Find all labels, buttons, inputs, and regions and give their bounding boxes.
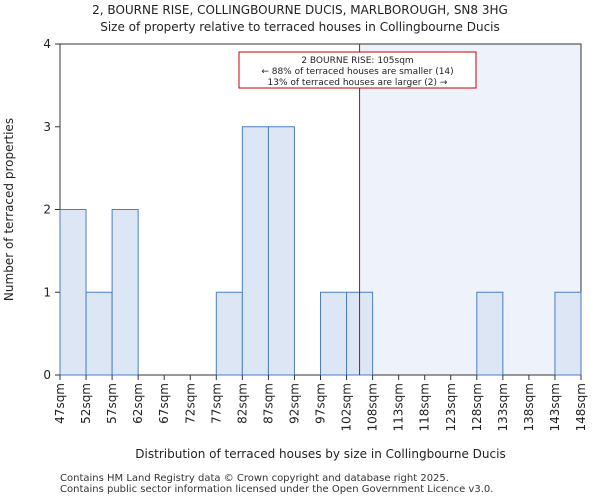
x-tick-label: 118sqm: [418, 383, 432, 431]
bar: [476, 291, 504, 376]
x-tick-label: 47sqm: [53, 383, 67, 424]
footer-licence: Contains public sector information licen…: [60, 484, 494, 495]
x-tick-label: 52sqm: [79, 383, 93, 424]
x-tick-label: 97sqm: [314, 383, 328, 424]
x-tick-label: 108sqm: [366, 383, 380, 431]
bar: [59, 209, 87, 376]
x-tick-label: 57sqm: [105, 383, 119, 424]
x-tick-label: 67sqm: [157, 383, 171, 424]
bar: [554, 291, 582, 376]
bar: [85, 291, 113, 376]
x-tick-label: 143sqm: [548, 383, 562, 431]
bar: [241, 126, 269, 376]
y-axis-label: Number of terraced properties: [2, 118, 16, 301]
y-tick-label: 2: [43, 203, 51, 217]
x-tick-label: 148sqm: [574, 383, 588, 431]
y-tick-label: 3: [43, 120, 51, 134]
bar: [215, 291, 243, 376]
footer-copyright: Contains HM Land Registry data © Crown c…: [60, 473, 449, 484]
x-tick-label: 72sqm: [183, 383, 197, 424]
x-tick-label: 87sqm: [261, 383, 275, 424]
x-tick-label: 62sqm: [131, 383, 145, 424]
x-tick-label: 113sqm: [392, 383, 406, 431]
y-tick-label: 0: [43, 368, 51, 382]
annotation-box: [238, 51, 477, 89]
y-tick-label: 4: [43, 37, 51, 51]
chart-title: 2, BOURNE RISE, COLLINGBOURNE DUCIS, MAR…: [92, 3, 508, 17]
bar: [111, 209, 139, 376]
x-tick-label: 77sqm: [209, 383, 223, 424]
y-tick-label: 1: [43, 285, 51, 299]
annotation-line: ← 88% of terraced houses are smaller (14…: [261, 67, 453, 77]
bar: [320, 291, 348, 376]
x-tick-label: 82sqm: [235, 383, 249, 424]
x-tick-label: 138sqm: [522, 383, 536, 431]
annotation-line: 2 BOURNE RISE: 105sqm: [301, 56, 413, 66]
bar: [267, 126, 295, 376]
chart-subtitle: Size of property relative to terraced ho…: [100, 20, 500, 34]
x-tick-label: 133sqm: [496, 383, 510, 431]
annotation-line: 13% of terraced houses are larger (2) →: [268, 78, 448, 88]
x-tick-label: 123sqm: [444, 383, 458, 431]
highlight-region: [359, 44, 581, 375]
x-axis-label: Distribution of terraced houses by size …: [135, 447, 505, 461]
x-tick-label: 92sqm: [287, 383, 301, 424]
x-tick-label: 128sqm: [470, 383, 484, 431]
x-tick-label: 102sqm: [340, 383, 354, 431]
